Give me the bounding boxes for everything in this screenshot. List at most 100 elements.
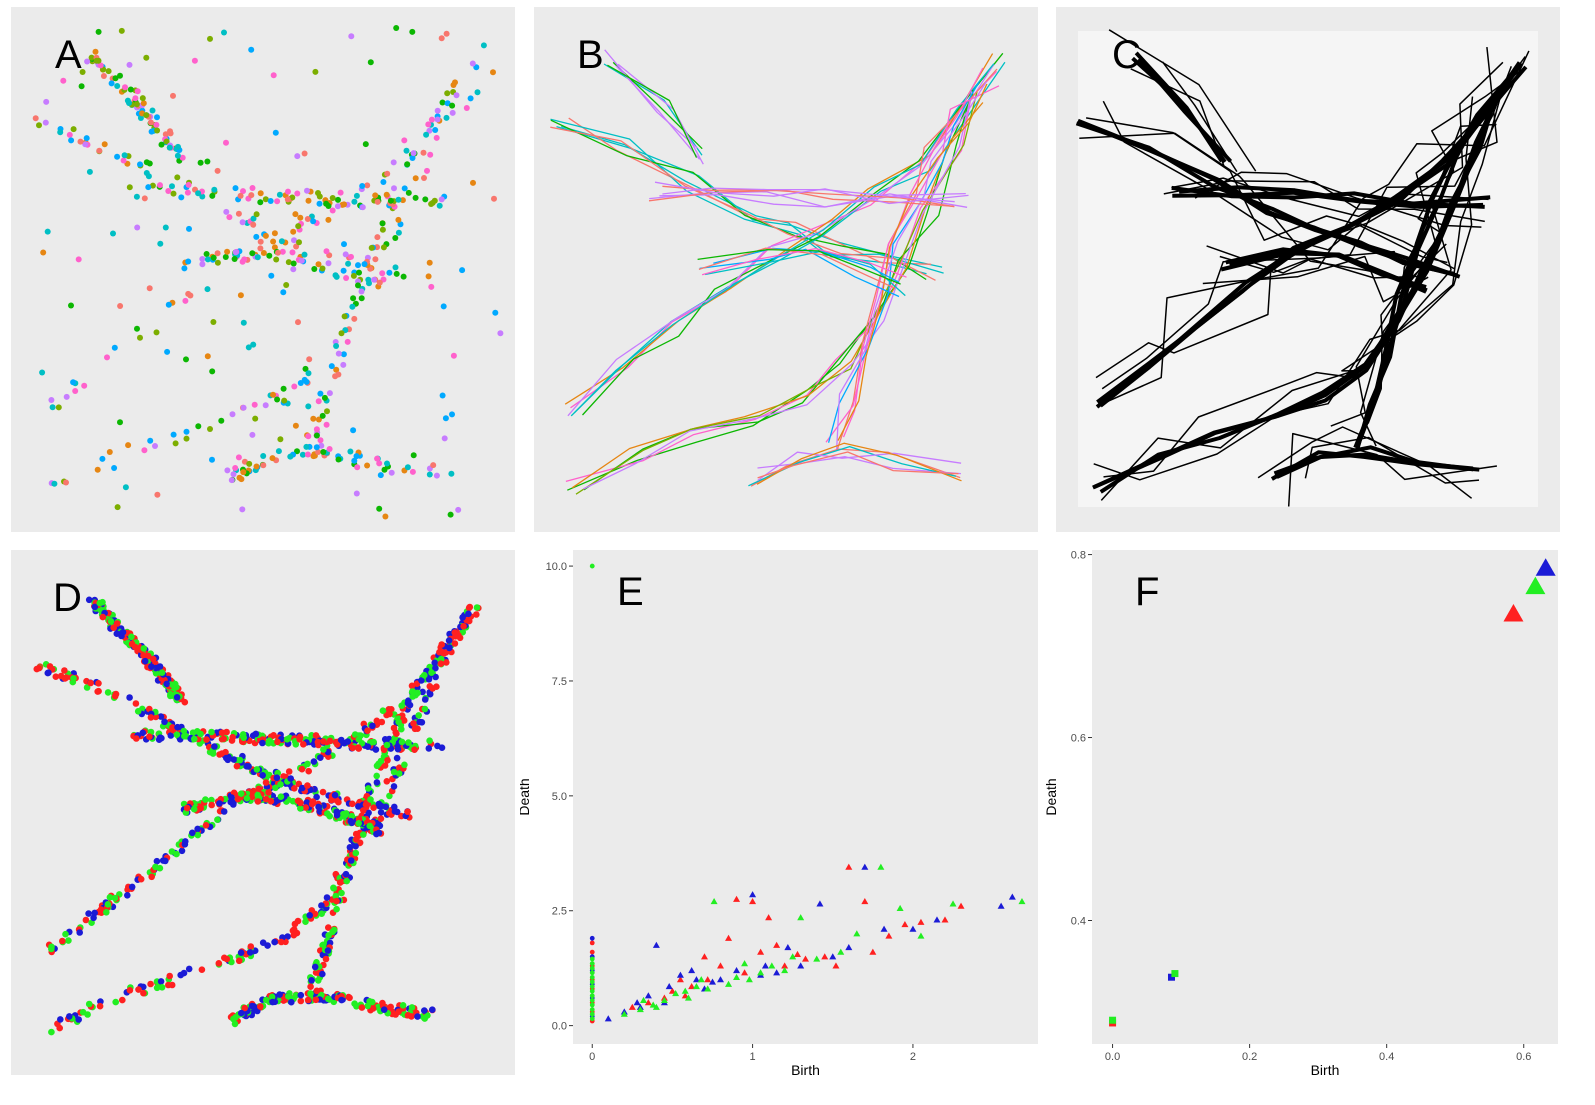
fiber-point: [379, 707, 387, 714]
noise-point: [312, 68, 319, 75]
fiber-point: [332, 272, 339, 279]
dim1-point: [949, 900, 957, 907]
fiber-point: [82, 916, 90, 924]
fiber-point: [352, 842, 359, 850]
dim0-point: [1167, 973, 1175, 981]
dim0-point: [1171, 970, 1179, 978]
fiber-point: [320, 738, 327, 745]
fiber-point: [84, 58, 91, 65]
dim1-point: [1525, 576, 1546, 595]
noise-point: [235, 454, 242, 461]
fiber-point: [154, 127, 161, 134]
fiber-point: [315, 416, 322, 423]
fiber-point: [280, 773, 287, 780]
dim1-point: [700, 953, 708, 960]
fiber-line: [571, 102, 984, 489]
dim1-point: [649, 1001, 657, 1008]
fiber-point: [328, 796, 335, 804]
fiber-point: [185, 965, 193, 973]
dim1-point: [688, 966, 696, 974]
fiber-line: [603, 63, 703, 156]
fiber-point: [392, 235, 399, 241]
fiber-point: [298, 765, 306, 773]
noise-point: [310, 218, 317, 225]
fiber-point: [99, 455, 106, 462]
noise-point: [277, 436, 284, 443]
fiber-point: [451, 640, 459, 647]
fiber-point: [276, 991, 283, 998]
dim1-point: [829, 953, 837, 960]
fiber-point: [240, 188, 246, 195]
dim1-point: [941, 916, 949, 923]
noise-point: [143, 54, 150, 61]
dim0-point: [589, 949, 595, 955]
noise-point: [183, 356, 189, 363]
fiber-point: [162, 857, 169, 865]
fiber-point: [386, 269, 393, 276]
noise-point: [75, 256, 82, 263]
fiber-point: [334, 203, 341, 210]
fiber-line: [697, 248, 901, 285]
noise-point: [319, 412, 326, 419]
noise-point: [348, 33, 355, 40]
fiber-point: [432, 673, 439, 681]
fiber-point: [473, 611, 480, 618]
fiber-point: [431, 659, 439, 667]
fiber-point: [173, 694, 181, 701]
noise-point: [442, 415, 449, 422]
fiber-point: [153, 121, 160, 128]
noise-point: [51, 480, 58, 487]
fiber-point: [384, 170, 391, 177]
fiber-point: [285, 188, 291, 195]
fiber-point: [140, 100, 147, 107]
dim1-point: [660, 996, 668, 1003]
dim1-point: [733, 966, 741, 974]
fiber-point: [352, 849, 360, 857]
fiber-point: [409, 693, 417, 700]
fiber-point: [333, 811, 341, 819]
fiber-point: [181, 732, 188, 740]
fiber-point: [222, 748, 229, 756]
fiber-point: [445, 637, 453, 644]
fiber-point: [285, 768, 293, 775]
fiber-point: [297, 214, 304, 221]
fiber-point: [335, 196, 341, 203]
fiber-point: [337, 189, 344, 196]
fiber-point: [405, 739, 412, 746]
noise-point: [44, 228, 51, 235]
fiber-point: [232, 465, 239, 471]
fiber-point: [247, 943, 255, 950]
fiber-point: [214, 816, 221, 823]
dim0-point: [589, 940, 595, 946]
fiber-point: [438, 641, 446, 648]
fiber-point: [70, 379, 77, 386]
fiber-point: [153, 984, 161, 992]
noise-point: [209, 456, 215, 463]
fiber-line: [1108, 29, 1257, 172]
noise-point: [248, 46, 255, 53]
fiber-point: [290, 931, 298, 939]
fiber-point: [344, 738, 352, 745]
fiber-point: [257, 190, 264, 197]
fiber-point: [166, 972, 173, 980]
fiber-point: [126, 987, 134, 994]
fiber-point: [223, 754, 230, 762]
fiber-point: [318, 442, 325, 449]
fiber-point: [405, 189, 412, 196]
fiber-point: [48, 945, 55, 953]
fiber-point: [426, 127, 433, 134]
fiber-point: [368, 998, 376, 1006]
noise-point: [122, 484, 129, 491]
noise-point: [117, 303, 124, 309]
fiber-point: [295, 223, 302, 230]
fiber-line: [827, 81, 980, 443]
fiber-point: [262, 779, 270, 786]
fiber-point: [119, 996, 126, 1004]
fiber-point: [284, 933, 291, 940]
fiber-point: [398, 738, 406, 746]
fiber-line: [583, 91, 973, 490]
fiber-point: [210, 254, 217, 261]
fiber-point: [395, 216, 402, 223]
fiber-point: [304, 760, 311, 768]
fiber-point: [326, 737, 334, 745]
